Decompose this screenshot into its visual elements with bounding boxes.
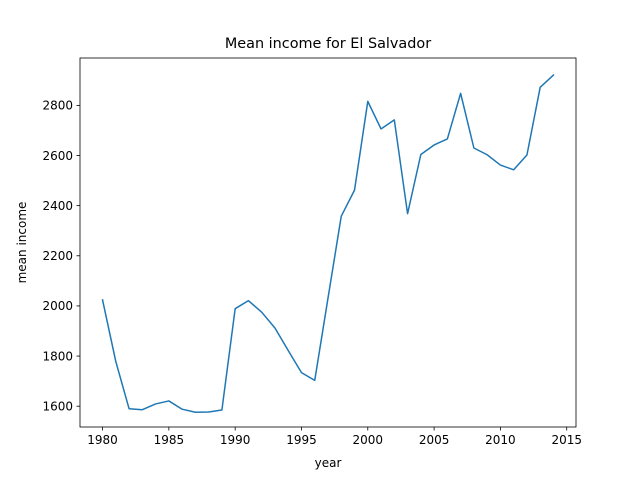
y-tick-label: 1600 [42, 399, 73, 413]
series-layer [101, 73, 555, 413]
x-tick-label: 1980 [87, 433, 118, 447]
x-tick-label: 1985 [154, 433, 185, 447]
x-tick-label: 1995 [286, 433, 317, 447]
x-tick-label: 2005 [419, 433, 450, 447]
x-tick-label: 2010 [485, 433, 516, 447]
x-tick-label: 1990 [220, 433, 251, 447]
y-tick-label: 2600 [42, 149, 73, 163]
chart-title: Mean income for El Salvador [225, 36, 431, 52]
x-tick-label: 2000 [353, 433, 384, 447]
y-tick-label: 2200 [42, 249, 73, 263]
y-axis-label: mean income [15, 202, 29, 284]
plot-frame [79, 57, 577, 428]
y-tick-label: 1800 [42, 349, 73, 363]
x-axis-label: year [315, 456, 342, 470]
x-tick-label: 2015 [551, 433, 582, 447]
y-tick-label: 2000 [42, 299, 73, 313]
series-line-0 [101, 73, 555, 413]
x-axis-ticks: 1980 1985 1990 1995 2000 2005 2010 2015 [87, 427, 582, 447]
y-axis-ticks: 1600 1800 2000 2200 2400 2600 2800 [42, 99, 80, 413]
y-tick-label: 2800 [42, 99, 73, 113]
y-tick-label: 2400 [42, 199, 73, 213]
